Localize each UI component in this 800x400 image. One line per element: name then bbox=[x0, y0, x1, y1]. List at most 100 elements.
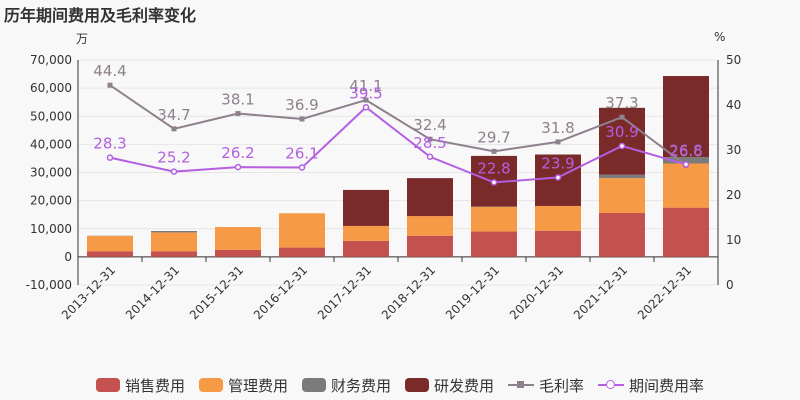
data-label-期间费用率: 39.5 bbox=[349, 84, 382, 102]
legend-label: 研发费用 bbox=[434, 376, 495, 395]
point-期间费用率 bbox=[362, 104, 370, 111]
x-tick-label: 2015-12-31 bbox=[187, 263, 246, 322]
legend-item[interactable]: 毛利率 bbox=[508, 375, 584, 396]
legend-label: 毛利率 bbox=[539, 376, 585, 395]
bar-销售费用 bbox=[663, 207, 709, 257]
y-right-tick-label: 20 bbox=[726, 188, 741, 202]
data-label-毛利率: 34.7 bbox=[157, 106, 190, 124]
y-left-tick-label: 50,000 bbox=[30, 109, 72, 123]
legend-swatch bbox=[95, 378, 120, 392]
data-label-毛利率: 32.4 bbox=[413, 116, 446, 134]
legend-item[interactable]: 销售费用 bbox=[95, 375, 185, 396]
x-tick-label: 2013-12-31 bbox=[59, 263, 118, 322]
bar-销售费用 bbox=[599, 213, 645, 257]
point-毛利率 bbox=[107, 82, 113, 88]
point-期间费用率 bbox=[554, 174, 562, 181]
point-毛利率 bbox=[299, 116, 305, 122]
x-tick-label: 2016-12-31 bbox=[251, 263, 310, 322]
bar-销售费用 bbox=[151, 251, 197, 257]
y-right-tick-label: 50 bbox=[726, 53, 741, 67]
y-right-tick-label: 0 bbox=[726, 278, 734, 292]
data-label-期间费用率: 22.8 bbox=[477, 159, 510, 177]
data-label-毛利率: 41.1 bbox=[349, 77, 382, 95]
data-label-期间费用率: 28.5 bbox=[413, 134, 446, 152]
y-right-tick-label: 40 bbox=[726, 98, 741, 112]
legend-label: 管理费用 bbox=[227, 376, 288, 395]
point-期间费用率 bbox=[490, 179, 498, 186]
y-left-tick-label: 60,000 bbox=[30, 81, 72, 95]
data-label-毛利率: 36.9 bbox=[285, 96, 318, 114]
legend-label: 销售费用 bbox=[124, 376, 185, 395]
bar-管理费用 bbox=[471, 206, 517, 232]
data-label-毛利率: 44.4 bbox=[93, 62, 126, 80]
bar-财务费用 bbox=[663, 157, 709, 164]
data-label-毛利率: 38.1 bbox=[221, 91, 254, 109]
y-right-tick-label: 10 bbox=[726, 233, 741, 247]
legend-line-swatch bbox=[508, 378, 535, 392]
data-label-期间费用率: 28.3 bbox=[93, 135, 126, 153]
point-毛利率 bbox=[235, 111, 241, 117]
bar-财务费用 bbox=[151, 231, 197, 233]
bar-管理费用 bbox=[599, 178, 645, 213]
point-毛利率 bbox=[171, 126, 177, 132]
point-毛利率 bbox=[363, 97, 369, 103]
legend-item[interactable]: 财务费用 bbox=[301, 375, 391, 396]
bar-销售费用 bbox=[343, 240, 389, 257]
bar-研发费用 bbox=[407, 178, 453, 217]
bar-财务费用 bbox=[599, 174, 645, 179]
bar-管理费用 bbox=[535, 205, 581, 231]
x-tick-label: 2018-12-31 bbox=[379, 263, 438, 322]
x-tick-label: 2014-12-31 bbox=[123, 263, 182, 322]
legend-item[interactable]: 研发费用 bbox=[405, 375, 494, 396]
bar-销售费用 bbox=[535, 230, 581, 257]
bar-销售费用 bbox=[471, 231, 517, 257]
legend-label: 期间费用率 bbox=[629, 376, 705, 395]
point-期间费用率 bbox=[170, 168, 178, 175]
point-毛利率 bbox=[619, 114, 625, 120]
legend-swatch bbox=[198, 378, 223, 392]
bar-研发费用 bbox=[343, 189, 389, 226]
point-期间费用率 bbox=[106, 154, 114, 161]
data-label-毛利率: 37.3 bbox=[605, 94, 638, 112]
data-label-毛利率: 31.8 bbox=[541, 119, 574, 137]
left-axis-unit: 万 bbox=[76, 32, 89, 46]
legend-swatch bbox=[301, 378, 326, 392]
point-期间费用率 bbox=[682, 161, 690, 168]
bar-管理费用 bbox=[663, 163, 709, 208]
x-tick-label: 2017-12-31 bbox=[315, 263, 374, 322]
point-期间费用率 bbox=[618, 142, 626, 150]
bar-管理费用 bbox=[215, 227, 261, 250]
x-tick-label: 2019-12-31 bbox=[443, 263, 502, 322]
legend-swatch bbox=[405, 378, 429, 392]
chart-svg: -10,000 0 10,000 20,000 30,000 40,000 50,000 60… bbox=[26, 53, 742, 322]
data-label-期间费用率: 30.9 bbox=[605, 123, 638, 141]
x-tick-label: 2022-12-31 bbox=[635, 263, 694, 322]
right-axis-unit: % bbox=[714, 30, 726, 44]
y-left-tick-label: 0 bbox=[64, 250, 72, 264]
point-毛利率 bbox=[555, 139, 561, 145]
bar-销售费用 bbox=[279, 247, 325, 257]
legend-label: 财务费用 bbox=[330, 376, 391, 395]
bar-管理费用 bbox=[343, 225, 389, 241]
y-left-tick-label: -10,000 bbox=[26, 278, 72, 292]
legend-item[interactable]: 管理费用 bbox=[198, 375, 288, 396]
y-left-tick-label: 30,000 bbox=[30, 166, 72, 180]
bar-管理费用 bbox=[279, 213, 325, 248]
bar-销售费用 bbox=[407, 235, 453, 257]
legend: 销售费用 管理费用 财务费用 研发费用 毛利率 期间费用率 bbox=[0, 372, 800, 398]
data-label-毛利率: 26.6 bbox=[669, 142, 702, 160]
line-毛利率 bbox=[109, 84, 687, 167]
bar-研发费用 bbox=[663, 76, 709, 158]
bar-管理费用 bbox=[87, 236, 133, 252]
point-毛利率 bbox=[427, 136, 433, 142]
bar-管理费用 bbox=[151, 232, 197, 252]
bar-管理费用 bbox=[407, 216, 453, 236]
point-期间费用率 bbox=[298, 164, 306, 171]
data-label-期间费用率: 25.2 bbox=[157, 149, 190, 167]
data-label-毛利率: 29.7 bbox=[477, 128, 510, 146]
y-left-tick-label: 40,000 bbox=[30, 137, 72, 151]
legend-line-swatch bbox=[598, 378, 625, 392]
y-left-tick-label: 10,000 bbox=[30, 222, 72, 236]
legend-item[interactable]: 期间费用率 bbox=[598, 375, 704, 396]
